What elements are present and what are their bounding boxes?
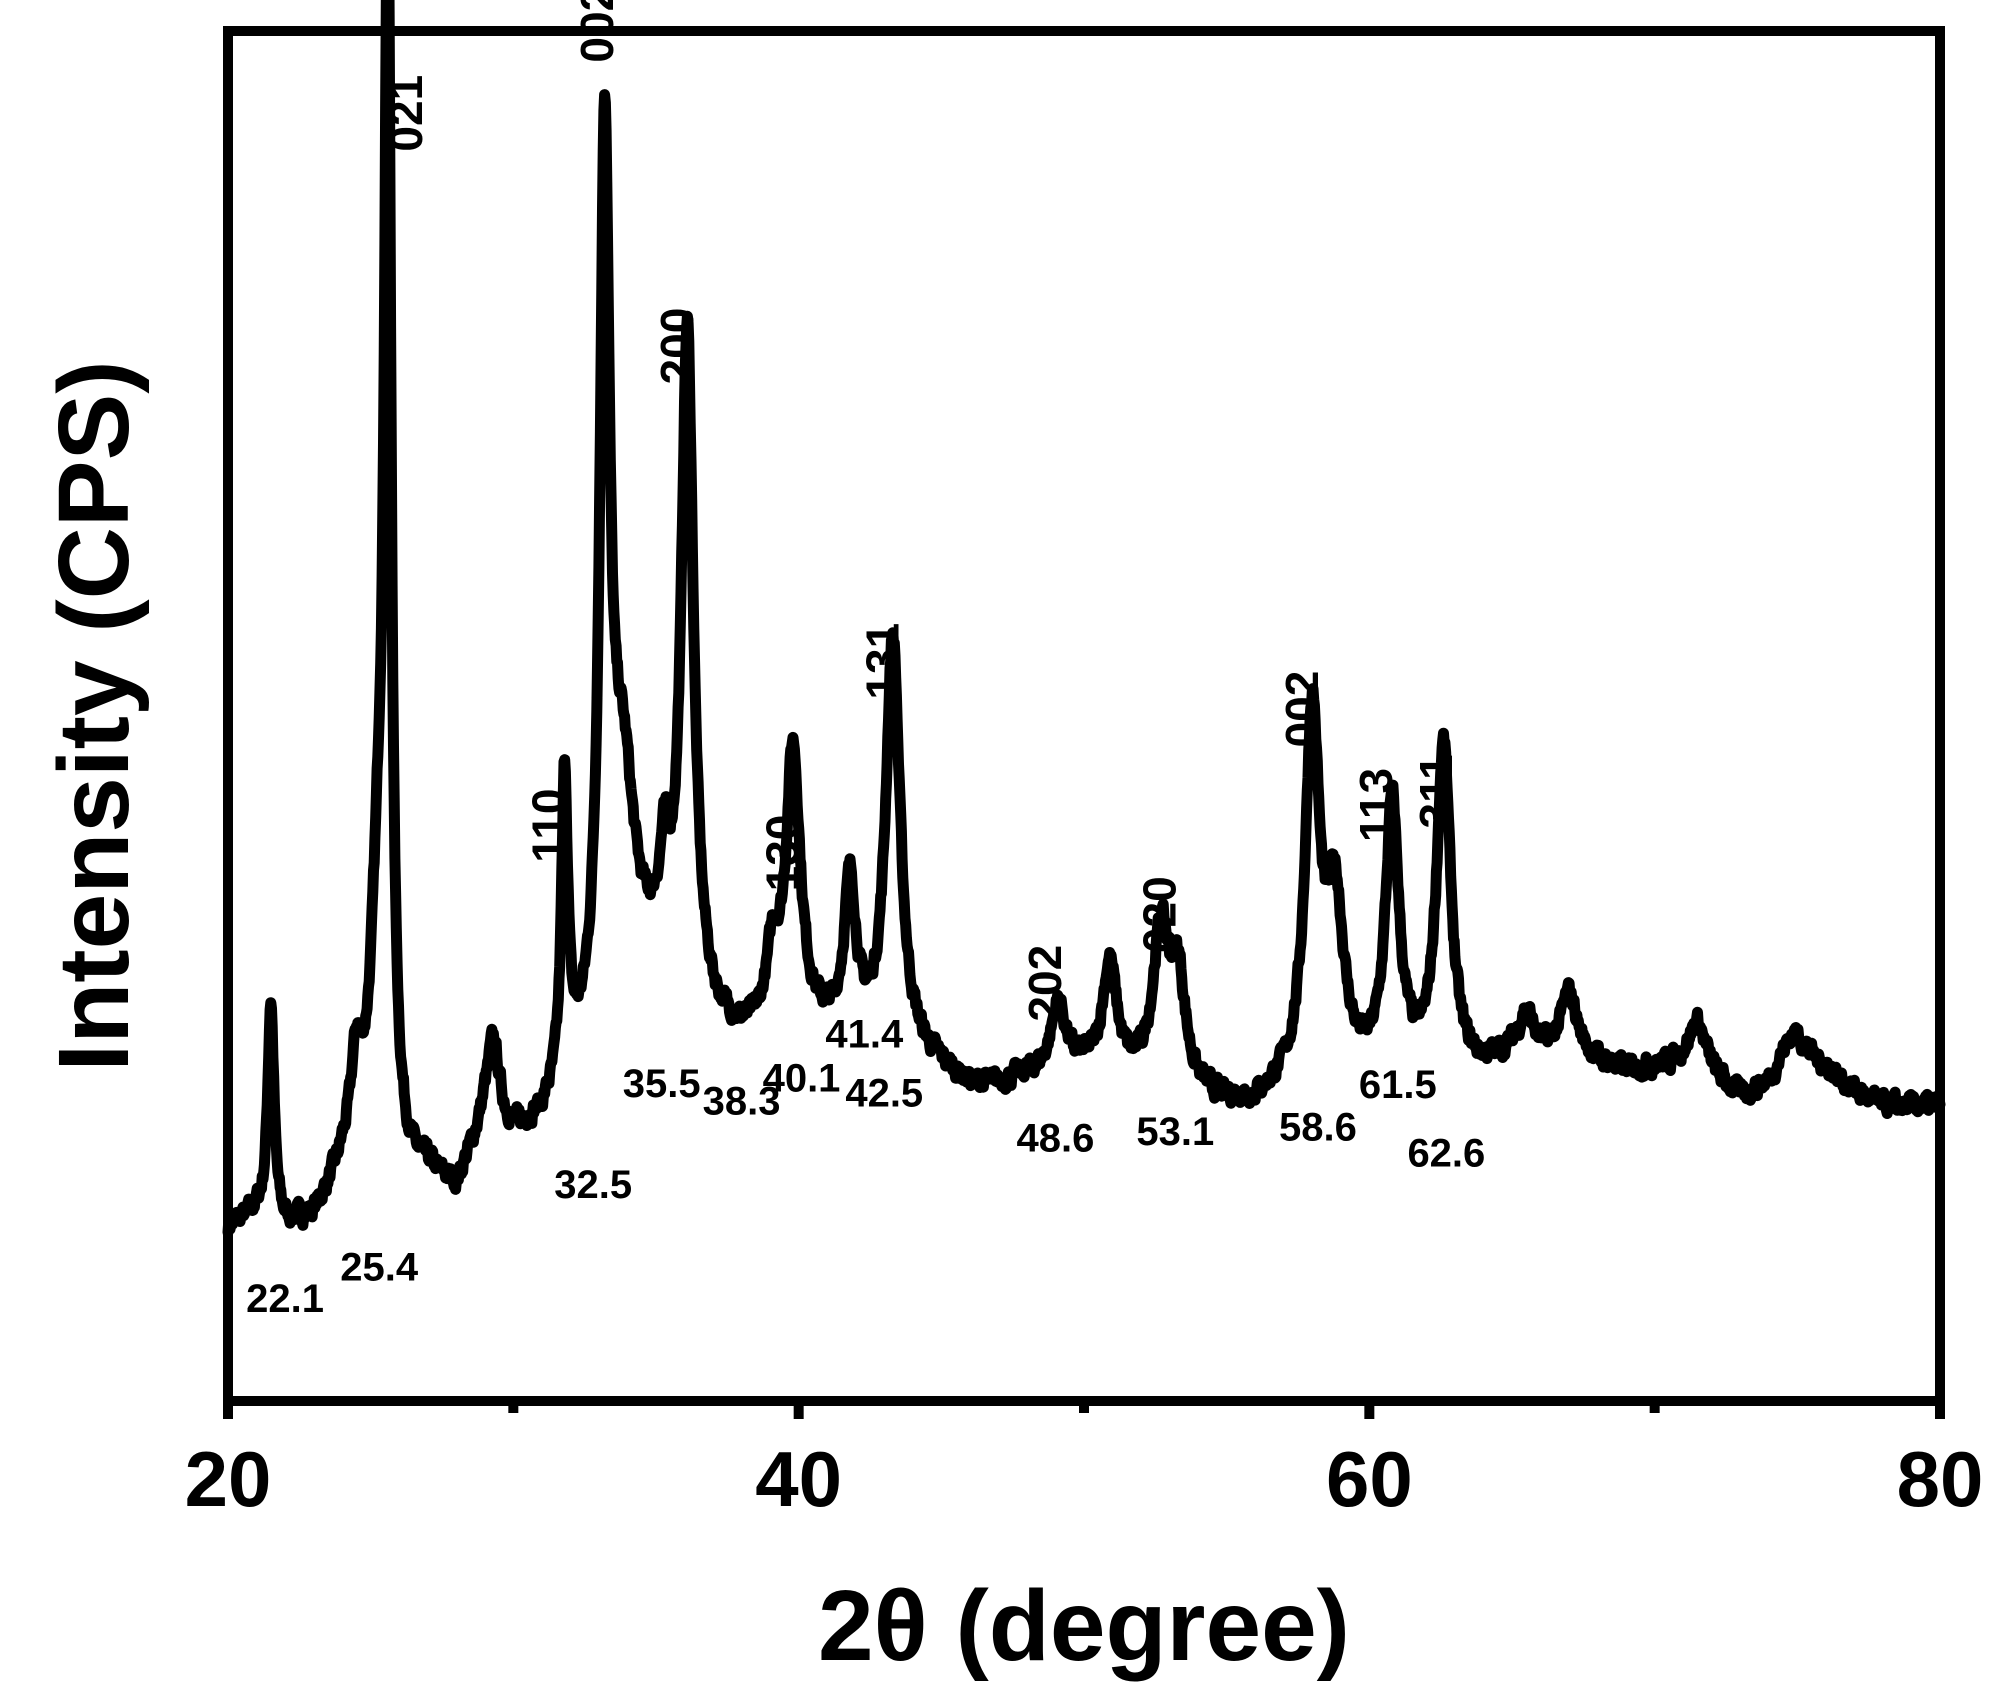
hkl-label: 202 <box>1019 945 1071 1022</box>
hkl-label: 020 <box>1133 876 1185 953</box>
peak-position-label: 61.5 <box>1359 1063 1437 1107</box>
hkl-label: 002 <box>571 0 623 63</box>
hkl-label: 130 <box>757 815 809 892</box>
peak-position-label: 58.6 <box>1279 1106 1357 1150</box>
peak-position-label: 62.6 <box>1407 1132 1485 1176</box>
peak-position-label: 41.4 <box>825 1013 904 1057</box>
hkl-label: 311 <box>1410 754 1462 828</box>
x-tick-label: 40 <box>755 1435 842 1523</box>
peak-position-label: 35.5 <box>623 1062 701 1106</box>
x-tick-label: 80 <box>1897 1435 1984 1523</box>
plot-frame <box>223 26 1945 1406</box>
peak-position-label: 42.5 <box>845 1071 923 1115</box>
peak-position-label: 25.4 <box>340 1245 419 1289</box>
peak-position-label: 40.1 <box>763 1056 841 1100</box>
x-axis-ticks: 20 40 60 80 <box>185 1401 1984 1523</box>
y-axis-title: Intensity (CPS) <box>38 360 150 1071</box>
x-axis-title: 2θ (degree) <box>818 1570 1350 1682</box>
x-tick-label: 20 <box>185 1435 272 1523</box>
peak-position-label: 38.3 <box>703 1080 781 1124</box>
xrd-pattern-line <box>222 0 1946 1238</box>
hkl-label: 200 <box>651 308 703 385</box>
series-layer <box>222 0 1946 1238</box>
hkl-label: 002 <box>1276 671 1328 748</box>
x-tick-label: 60 <box>1326 1435 1413 1523</box>
hkl-label: 113 <box>1350 768 1402 842</box>
hkl-label: 110 <box>523 788 575 862</box>
peak-position-label: 32.5 <box>554 1163 632 1207</box>
hkl-label: 131 <box>857 623 909 700</box>
peak-annotations: 22.1 25.4 32.5 35.5 38.340.141.4 42.5 48.6 53.1… <box>246 0 1485 1321</box>
peak-position-label: 22.1 <box>246 1277 324 1321</box>
peak-position-label: 48.6 <box>1017 1117 1095 1161</box>
peak-position-label: 53.1 <box>1136 1110 1214 1154</box>
hkl-label: 021 <box>380 75 432 152</box>
